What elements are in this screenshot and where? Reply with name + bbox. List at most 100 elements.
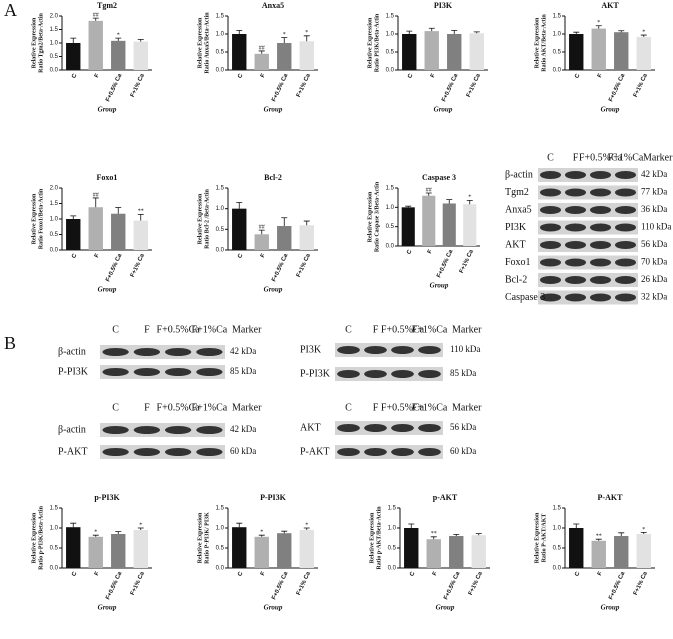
significance-label: * [139, 522, 142, 528]
x-axis-label: Group [601, 106, 620, 114]
error-bar [430, 536, 437, 540]
y-tick-label: 0.5 [388, 546, 397, 552]
blot-band [614, 241, 637, 249]
error-bar [236, 202, 243, 209]
significance-label: * [117, 33, 120, 39]
y-axis-label: Ratio Anxa5/Beta-Actin [204, 12, 210, 74]
blot-column-label: F+0.5%Ca [381, 324, 425, 335]
bar [614, 32, 629, 70]
x-tick-label: C [237, 252, 245, 259]
blot-marker: 110 kDa [641, 222, 671, 232]
x-tick-label: F [260, 253, 267, 259]
error-bar [451, 30, 458, 34]
error-bar [236, 30, 243, 34]
blot-column-label: F+1%Ca [192, 324, 228, 335]
blot-band [337, 346, 360, 354]
panel-label: B [4, 333, 16, 353]
blot-band [539, 258, 562, 267]
blot-column-label: F+1%Ca [608, 152, 644, 163]
y-tick-label: 1.0 [216, 206, 225, 212]
blot-band [614, 293, 637, 302]
x-tick-label: F [597, 73, 604, 79]
blot-marker: 77 kDa [641, 187, 667, 197]
blot-column-label: Marker [452, 402, 482, 413]
blot-row-label: Bcl-2 [505, 274, 527, 285]
bar [569, 34, 584, 70]
blot-column-label: F [144, 402, 150, 413]
error-bar [92, 17, 99, 21]
error-bar [595, 25, 602, 29]
y-axis-label: Relative Expression [534, 17, 540, 68]
chart-title: Bcl-2 [264, 173, 282, 182]
x-tick-label: F [260, 73, 267, 79]
blot-band [539, 293, 562, 302]
blot-row-label: PI3K [300, 344, 322, 355]
y-tick-label: 0.0 [388, 566, 397, 572]
y-tick-label: 1.0 [50, 41, 59, 47]
blot-band [539, 276, 562, 284]
blot-marker: 56 kDa [450, 422, 476, 432]
y-tick-label: 0.0 [553, 566, 562, 572]
blot-row-label: AKT [300, 422, 321, 433]
blot-band [564, 258, 587, 267]
error-bar [425, 192, 432, 196]
significance-label: ## [93, 192, 99, 198]
x-tick-label: F+1% Ca [466, 72, 482, 98]
x-tick-label: F+1% Ca [296, 72, 312, 98]
error-bar [70, 522, 77, 528]
blot-band [133, 426, 161, 434]
x-axis-label: Group [430, 282, 449, 290]
chart-title: Anxa5 [262, 1, 284, 10]
x-tick-label: F+1% Ca [468, 570, 484, 596]
y-tick-label: 0.0 [50, 68, 59, 74]
x-axis-label: Group [601, 604, 620, 612]
x-axis-label: Group [434, 106, 453, 114]
blot-band [337, 370, 360, 378]
x-tick-label: C [71, 252, 79, 259]
y-tick-label: 0.0 [386, 68, 395, 74]
significance-label: ## [93, 13, 99, 19]
blot-band [564, 241, 587, 249]
x-tick-label: F+0.5% Ca [441, 72, 459, 102]
blot-band [589, 241, 612, 249]
blot-strip [538, 290, 638, 305]
y-tick-label: 1.5 [386, 14, 395, 20]
error-bar [281, 37, 288, 43]
bar [232, 527, 247, 568]
blot-row-label: Tgm2 [505, 187, 529, 198]
blot-column-label: F [373, 324, 379, 335]
blot-strip [100, 345, 225, 359]
bar [111, 213, 126, 250]
blot-band [614, 171, 637, 179]
blot-marker: 42 kDa [230, 424, 256, 434]
blot-row-label: Caspase 3 [505, 292, 545, 303]
bar [447, 34, 462, 70]
blot-row-label: AKT [505, 239, 526, 250]
blot-row-label: PI3K [505, 222, 527, 233]
x-tick-label: F+1% Ca [296, 570, 312, 596]
bar [88, 20, 103, 70]
blot-row-label: β-actin [58, 424, 86, 435]
bar [111, 40, 126, 70]
x-tick-label: F+1% Ca [633, 570, 649, 596]
blot-band [164, 426, 192, 434]
x-tick-label: F [427, 249, 434, 255]
blot-band [564, 276, 587, 284]
bar [614, 536, 629, 568]
significance-label: * [468, 195, 471, 201]
bar [66, 527, 81, 568]
blot-strip [538, 273, 638, 287]
blot-band [164, 448, 192, 456]
x-tick-label: C [237, 570, 245, 577]
bar [277, 533, 292, 568]
blot-band [391, 424, 414, 432]
error-bar [466, 199, 473, 205]
error-bar [70, 37, 77, 43]
blot-column-label: F+1%Ca [412, 402, 448, 413]
blot-band [102, 368, 129, 376]
x-tick-label: F+0.5% Ca [608, 570, 626, 600]
blot-band [196, 368, 223, 376]
y-tick-label: 1.5 [216, 506, 225, 512]
bar [254, 234, 269, 250]
x-tick-label: F+0.5% Ca [105, 72, 123, 102]
